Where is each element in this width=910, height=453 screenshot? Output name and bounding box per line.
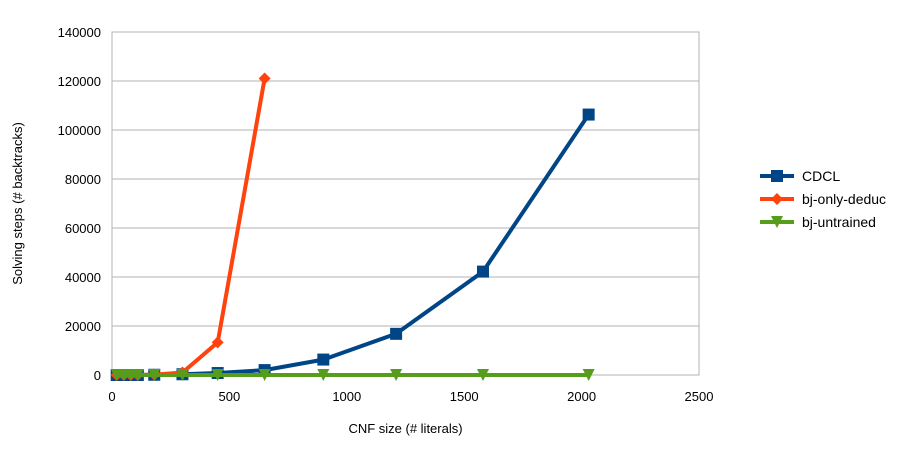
x-axis-label: CNF size (# literals) <box>348 421 462 436</box>
y-tick-label: 0 <box>94 368 101 383</box>
data-point <box>211 336 224 349</box>
x-tick-label: 500 <box>219 389 241 404</box>
legend-marker <box>771 216 783 228</box>
legend-marker <box>771 193 783 205</box>
y-axis-tick-labels: 0 20000 40000 60000 80000 100000 120000 140000 <box>58 25 101 383</box>
x-tick-label: 0 <box>108 389 115 404</box>
legend-item: CDCL <box>760 168 840 184</box>
y-tick-label: 120000 <box>58 74 101 89</box>
legend-item: bj-untrained <box>760 214 876 230</box>
legend-label: bj-only-deduc <box>802 191 886 207</box>
data-point <box>390 369 403 381</box>
data-point <box>258 72 271 85</box>
x-tick-label: 2500 <box>685 389 714 404</box>
gridlines <box>112 31 699 376</box>
data-point <box>582 369 595 381</box>
data-point <box>317 353 330 366</box>
data-point <box>176 369 189 381</box>
y-tick-label: 60000 <box>65 221 101 236</box>
legend-label: CDCL <box>802 168 840 184</box>
y-tick-label: 100000 <box>58 123 101 138</box>
legend-marker <box>771 170 783 182</box>
data-point <box>582 108 595 121</box>
x-tick-label: 1500 <box>450 389 479 404</box>
x-tick-label: 2000 <box>567 389 596 404</box>
y-tick-label: 40000 <box>65 270 101 285</box>
x-tick-label: 1000 <box>332 389 361 404</box>
data-point <box>317 369 330 381</box>
data-point <box>131 369 144 381</box>
data-point <box>476 369 489 381</box>
y-tick-label: 140000 <box>58 25 101 40</box>
series-bj-untrained <box>110 369 595 381</box>
y-tick-label: 20000 <box>65 319 101 334</box>
x-axis-tick-labels: 0 500 1000 1500 2000 2500 <box>108 389 713 404</box>
data-point <box>390 327 403 340</box>
y-axis-label: Solving steps (# backtracks) <box>10 122 25 285</box>
legend-item: bj-only-deduc <box>760 191 886 207</box>
legend-label: bj-untrained <box>802 214 876 230</box>
series-group <box>110 72 595 381</box>
y-tick-label: 80000 <box>65 172 101 187</box>
data-point <box>148 369 161 381</box>
data-point <box>258 369 271 381</box>
legend: CDCL bj-only-deduc bj-untrained <box>760 168 886 230</box>
data-point <box>211 369 224 381</box>
data-point <box>476 265 489 278</box>
